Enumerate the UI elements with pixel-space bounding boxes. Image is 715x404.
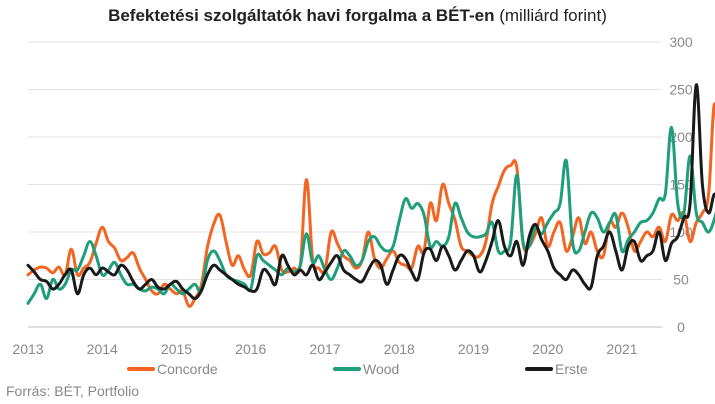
x-tick-label: 2020: [532, 341, 563, 357]
x-tick-label: 2021: [606, 341, 637, 357]
x-tick-label: 2019: [458, 341, 489, 357]
x-axis: 2013 2014 2015 2016 2017 2018 2019 2020 2021: [12, 341, 637, 357]
chart-title-bold: Befektetési szolgáltatók havi forgalma a…: [108, 6, 495, 25]
legend-label-concorde: Concorde: [157, 361, 218, 377]
y-tick-label: 0: [677, 319, 685, 335]
chart-title: Befektetési szolgáltatók havi forgalma a…: [0, 6, 715, 26]
grid-lines: [28, 41, 662, 328]
y-tick-label: 150: [669, 177, 693, 193]
legend: Concorde Wood Erste: [127, 361, 588, 377]
x-tick-label: 2017: [309, 341, 340, 357]
source-note: Forrás: BÉT, Portfolio: [6, 383, 140, 399]
y-tick-label: 200: [669, 129, 693, 145]
x-tick-label: 2014: [87, 341, 118, 357]
y-tick-label: 50: [673, 272, 689, 288]
y-tick-label: 250: [669, 82, 693, 98]
x-tick-label: 2015: [161, 341, 192, 357]
x-tick-label: 2018: [384, 341, 415, 357]
series-lines: [26, 83, 715, 308]
series-line-erste: [26, 83, 715, 301]
legend-label-wood: Wood: [363, 361, 399, 377]
chart-title-unit: (milliárd forint): [499, 6, 607, 25]
legend-label-erste: Erste: [555, 361, 588, 377]
y-tick-label: 300: [669, 34, 693, 50]
x-tick-label: 2013: [12, 341, 43, 357]
x-tick-label: 2016: [235, 341, 266, 357]
